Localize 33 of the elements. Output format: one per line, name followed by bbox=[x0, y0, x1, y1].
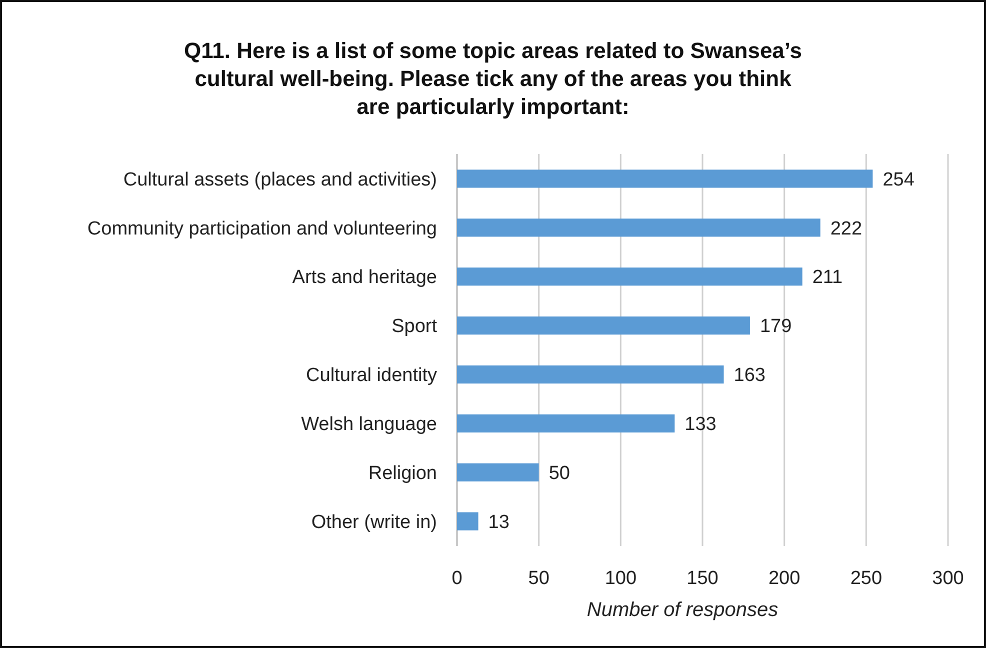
data-label: 222 bbox=[830, 218, 862, 240]
y-tick-label: Sport bbox=[392, 316, 438, 338]
bar bbox=[457, 170, 873, 188]
y-tick-label: Welsh language bbox=[301, 414, 437, 436]
data-label: 13 bbox=[488, 512, 510, 533]
y-tick-label: Religion bbox=[368, 462, 437, 484]
x-tick-label: 50 bbox=[528, 568, 550, 589]
data-label: 50 bbox=[548, 462, 570, 484]
bar bbox=[457, 268, 802, 286]
data-label: 211 bbox=[812, 267, 843, 288]
y-tick-label: Other (write in) bbox=[311, 512, 437, 533]
bar bbox=[457, 365, 724, 384]
bar bbox=[457, 512, 478, 530]
data-label: 179 bbox=[760, 316, 792, 338]
bar bbox=[457, 316, 750, 335]
x-tick-label: 100 bbox=[604, 568, 637, 589]
bar bbox=[457, 218, 820, 237]
x-tick-label: 200 bbox=[768, 568, 800, 589]
y-tick-label: Community participation and volunteering bbox=[87, 218, 437, 240]
y-tick-label: Arts and heritage bbox=[292, 267, 437, 288]
y-tick-label: Cultural identity bbox=[306, 365, 438, 386]
bar bbox=[457, 463, 539, 482]
x-tick-label: 300 bbox=[932, 568, 964, 589]
data-label: 133 bbox=[684, 414, 716, 436]
x-tick-label: 250 bbox=[850, 568, 882, 589]
x-tick-label: 0 bbox=[452, 568, 462, 589]
data-label: 163 bbox=[734, 365, 766, 386]
data-label: 254 bbox=[882, 169, 915, 190]
bar bbox=[457, 414, 675, 432]
x-tick-label: 150 bbox=[686, 568, 718, 589]
chart-title: Q11. Here is a list of some topic areas related to Swansea’s cultural well-being. Please tick any of the areas you think are particularly important: bbox=[184, 38, 802, 119]
y-tick-label: Cultural assets (places and activities) bbox=[123, 169, 437, 190]
x-axis-title: Number of responses bbox=[586, 599, 778, 621]
